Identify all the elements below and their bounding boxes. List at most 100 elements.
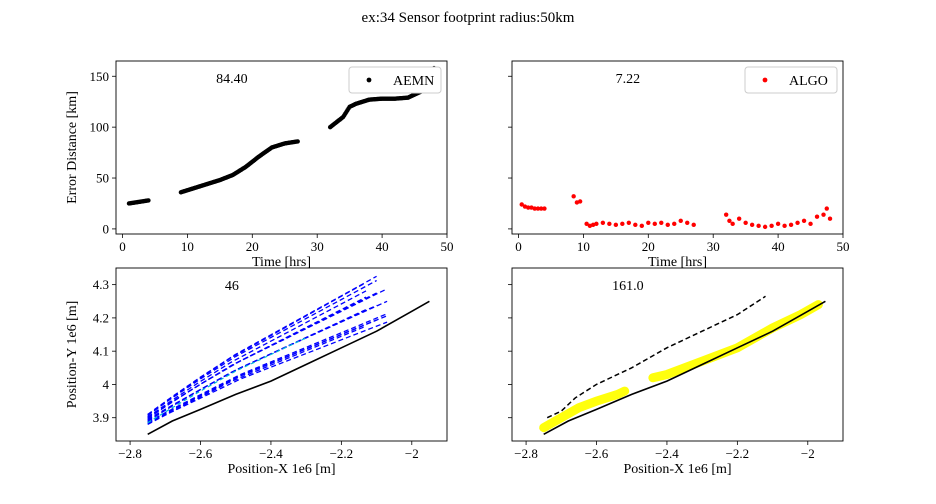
x-tick-label: −2.4 [655, 446, 679, 461]
data-point [814, 214, 820, 219]
axes-frame [115, 60, 448, 235]
y-tick-label: 4 [103, 377, 110, 392]
panel-annotation: 7.22 [616, 72, 641, 87]
legend-label: ALGO [789, 74, 828, 89]
panel-position-ensemble: −2.8 −2.6 −2.4 −2.2 −2 3.9 4 4.1 4.2 4.3 Position-… [65, 267, 448, 477]
axes-frame [511, 267, 844, 442]
truth-track [147, 300, 430, 436]
x-tick-label: −2.6 [585, 446, 609, 461]
x-tick-label: −2 [405, 446, 419, 461]
data-point [788, 222, 794, 228]
data-point [646, 220, 651, 226]
y-tick-label: 4.2 [93, 310, 109, 325]
data-point [749, 222, 755, 228]
data-point [652, 221, 657, 227]
x-tick-label: 20 [642, 239, 655, 254]
x-tick-label: −2 [801, 446, 815, 461]
data-point [762, 224, 768, 230]
data-point [685, 220, 690, 226]
x-axis-label: Position-X 1e6 [m] [227, 462, 335, 477]
panel-annotation: 161.0 [612, 279, 644, 294]
x-tick-label: 0 [119, 239, 126, 254]
ensemble-track [147, 300, 388, 420]
x-tick-label: −2.4 [259, 446, 283, 461]
data-point [678, 218, 683, 223]
data-point [584, 221, 589, 227]
data-point [827, 216, 833, 221]
ensemble-track [147, 319, 377, 424]
y-tick-label: 3.9 [93, 410, 109, 425]
ensemble-track [147, 275, 377, 415]
ensemble-track [147, 288, 388, 418]
data-point [607, 221, 612, 227]
y-tick-label: 0 [103, 221, 110, 236]
data-point [620, 221, 625, 227]
x-tick-label: −2.8 [118, 446, 142, 461]
ensemble-track [147, 279, 377, 416]
ensemble-track [147, 313, 388, 423]
data-point [594, 221, 599, 227]
data-point [808, 221, 813, 227]
data-point [723, 212, 729, 217]
data-point [600, 220, 606, 226]
data-point [824, 206, 829, 211]
ensemble-track [147, 321, 388, 425]
x-axis-label: Time [hrs] [252, 255, 311, 270]
ensemble-track [147, 304, 377, 421]
data-point [801, 218, 807, 223]
data-point [571, 194, 576, 199]
panel-annotation: 46 [225, 279, 239, 294]
data-point [727, 218, 732, 223]
axes-frame [511, 60, 844, 235]
data-point [613, 222, 619, 228]
x-tick-label: 50 [837, 239, 850, 254]
x-axis-label: Time [hrs] [648, 255, 707, 270]
x-tick-label: 20 [246, 239, 259, 254]
ensemble-track [147, 309, 367, 422]
highlight-track [539, 386, 630, 433]
panel-annotation: 84.40 [216, 72, 248, 87]
data-point [542, 206, 547, 211]
data-point [672, 221, 677, 227]
x-tick-label: 40 [376, 239, 389, 254]
y-tick-label: 50 [96, 171, 109, 186]
plot-area [519, 194, 833, 230]
panel-position-estimate: −2.8 −2.6 −2.4 −2.2 −2 Position-X 1e6 [m] 161.… [508, 267, 844, 477]
x-tick-label: −2.8 [514, 446, 538, 461]
data-point [743, 220, 748, 226]
y-axis-label: Error Distance [km] [65, 91, 80, 204]
data-point [633, 222, 638, 228]
x-tick-label: 10 [577, 239, 590, 254]
x-tick-label: −2.2 [330, 446, 354, 461]
panel-error-algo: 0 10 20 30 40 50 Time [hrs] 7.22 ALGO [508, 60, 850, 270]
legend-label: AEMN [393, 74, 434, 89]
plot-area [539, 295, 826, 436]
data-point [769, 223, 774, 229]
data-point [639, 223, 645, 229]
data-point [775, 221, 781, 227]
axes-frame [115, 267, 448, 442]
x-tick-label: 30 [311, 239, 324, 254]
data-point [626, 220, 632, 226]
data-point [736, 216, 742, 221]
data-point [821, 212, 826, 217]
x-tick-label: 10 [181, 239, 194, 254]
truth-track [543, 300, 826, 436]
highlight-track [648, 300, 823, 383]
ensemble-track [147, 292, 377, 419]
plot-area [147, 275, 430, 436]
estimate-track [546, 295, 766, 419]
data-point [146, 198, 151, 203]
data-point [295, 139, 300, 144]
y-tick-label: 150 [90, 69, 110, 84]
data-point [665, 222, 670, 228]
legend-box [744, 66, 838, 94]
x-tick-label: −2.6 [189, 446, 213, 461]
data-point [730, 221, 735, 227]
data-point [539, 206, 544, 211]
data-point [691, 222, 696, 228]
data-point [756, 223, 761, 229]
x-tick-label: 50 [441, 239, 454, 254]
y-tick-label: 4.1 [93, 344, 109, 359]
